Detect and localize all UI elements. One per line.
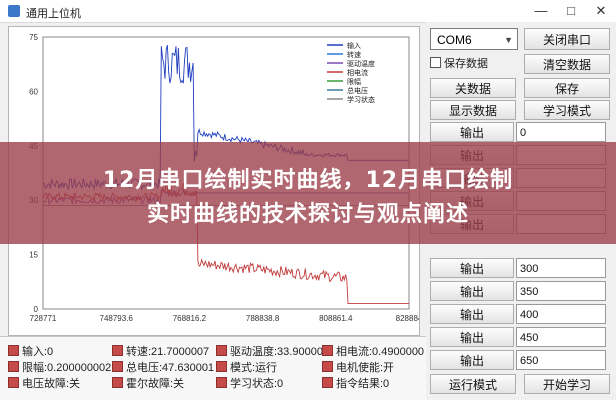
maximize-icon[interactable]: □ <box>567 3 575 18</box>
x-tick-label: 768816.2 <box>173 314 207 323</box>
y-tick-label: 75 <box>29 33 38 42</box>
output-button[interactable]: 输出 <box>430 258 514 278</box>
output-field[interactable]: 300 <box>516 258 606 278</box>
legend-label: 驱动温度 <box>347 59 375 68</box>
status-checks: 输入:0 转速:21.7000007 驱动温度:33.90000 相电流:0.4… <box>0 336 426 400</box>
legend-label: 相电流 <box>347 68 368 77</box>
check-item[interactable]: 电机使能:开 <box>322 359 394 375</box>
output-button[interactable]: 输出 <box>430 350 514 370</box>
start-learn-button[interactable]: 开始学习 <box>524 374 610 394</box>
checkbox-icon <box>216 345 227 356</box>
show-data-button[interactable]: 显示数据 <box>430 100 516 120</box>
checkbox-icon <box>112 345 123 356</box>
check-item[interactable]: 电压故障:关 <box>8 375 80 391</box>
check-item[interactable]: 转速:21.7000007 <box>112 343 209 359</box>
y-tick-label: 60 <box>29 87 38 96</box>
save-button[interactable]: 保存 <box>524 78 610 98</box>
checkbox-icon <box>322 361 333 372</box>
checkbox-icon <box>112 361 123 372</box>
checkbox-icon <box>112 377 123 388</box>
check-item[interactable]: 霍尔故障:关 <box>112 375 184 391</box>
window-title: 通用上位机 <box>26 8 81 20</box>
output-field[interactable]: 0 <box>516 122 606 142</box>
x-tick-label: 808861.4 <box>319 314 353 323</box>
clear-data-button[interactable]: 清空数据 <box>524 54 610 74</box>
check-item[interactable]: 驱动温度:33.90000 <box>216 343 323 359</box>
x-tick-label: 748793.6 <box>100 314 134 323</box>
run-mode-button[interactable]: 运行模式 <box>430 374 516 394</box>
check-item[interactable]: 总电压:47.630001 <box>112 359 214 375</box>
y-tick-label: 15 <box>29 251 38 260</box>
checkbox-icon <box>430 57 441 68</box>
legend-label: 限幅 <box>347 77 361 86</box>
output-button[interactable]: 输出 <box>430 122 514 142</box>
legend-label: 输入 <box>347 41 361 50</box>
y-tick-label: 0 <box>34 305 39 314</box>
caption-banner: 12月串口绘制实时曲线，12月串口绘制 实时曲线的技术探讨与观点阐述 <box>0 142 616 244</box>
checkbox-icon <box>216 377 227 388</box>
output-button[interactable]: 输出 <box>430 327 514 347</box>
output-field[interactable]: 450 <box>516 327 606 347</box>
checkbox-icon <box>8 361 19 372</box>
minimize-icon[interactable]: — <box>534 3 548 18</box>
output-field[interactable]: 350 <box>516 281 606 301</box>
output-field[interactable]: 400 <box>516 304 606 324</box>
close-icon[interactable]: ✕ <box>595 3 607 18</box>
save-data-checkbox[interactable]: 保存数据 <box>430 55 488 71</box>
x-tick-label: 828884 <box>396 314 419 323</box>
control-panel: COM6 ▼ 关闭串口 保存数据 清空数据 关数据 保存 显示数据 学习模式 输出… <box>426 22 616 400</box>
close-data-button[interactable]: 关数据 <box>430 78 516 98</box>
checkbox-icon <box>8 345 19 356</box>
x-tick-label: 728771 <box>30 314 57 323</box>
checkbox-icon <box>322 345 333 356</box>
banner-line-1: 12月串口绘制实时曲线，12月串口绘制 <box>102 168 514 193</box>
legend-label: 总电压 <box>347 86 368 95</box>
check-item[interactable]: 相电流:0.4900000 <box>322 343 424 359</box>
output-button[interactable]: 输出 <box>430 304 514 324</box>
checkbox-icon <box>322 377 333 388</box>
check-item[interactable]: 输入:0 <box>8 343 53 359</box>
check-item[interactable]: 模式:运行 <box>216 359 277 375</box>
check-item[interactable]: 学习状态:0 <box>216 375 283 391</box>
x-tick-label: 788838.8 <box>246 314 280 323</box>
learn-mode-button[interactable]: 学习模式 <box>524 100 610 120</box>
app-icon <box>8 5 20 17</box>
check-item[interactable]: 指令结果:0 <box>322 375 389 391</box>
output-field[interactable]: 650 <box>516 350 606 370</box>
banner-line-2: 实时曲线的技术探讨与观点阐述 <box>146 202 469 227</box>
port-select[interactable]: COM6 ▼ <box>430 28 518 50</box>
close-port-button[interactable]: 关闭串口 <box>524 28 610 50</box>
title-bar: 通用上位机 — □ ✕ <box>0 0 616 23</box>
checkbox-icon <box>8 377 19 388</box>
chevron-down-icon: ▼ <box>504 35 513 45</box>
check-item[interactable]: 限幅:0.200000002 <box>8 359 111 375</box>
legend-label: 转速 <box>347 50 361 59</box>
legend-label: 学习状态 <box>347 95 375 104</box>
checkbox-icon <box>216 361 227 372</box>
output-button[interactable]: 输出 <box>430 281 514 301</box>
